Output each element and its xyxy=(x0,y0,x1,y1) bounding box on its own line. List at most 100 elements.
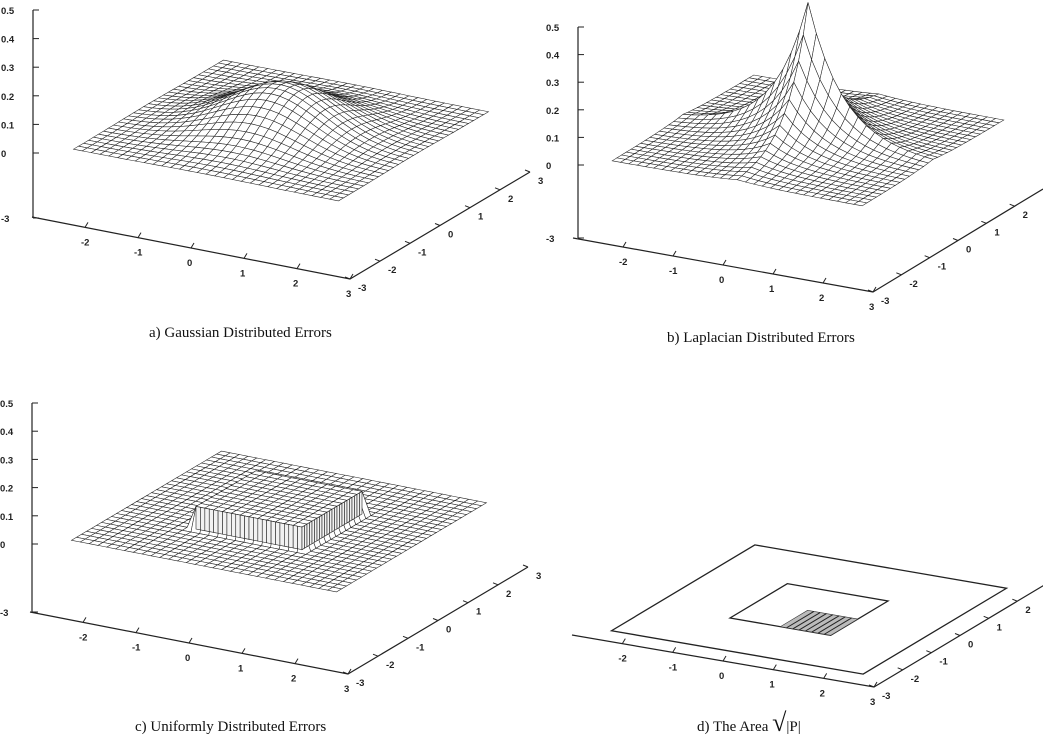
plateau-side-c xyxy=(356,492,360,518)
y-tick-d-5 xyxy=(1012,598,1018,602)
plateau-side-c xyxy=(331,507,335,533)
plateau-side-c xyxy=(326,510,330,536)
y-tick-label-d-4: 1 xyxy=(997,622,1003,633)
y-tick-label-c-3: 0 xyxy=(446,625,451,636)
floor-frame-c xyxy=(29,566,529,675)
plateau-wall-c xyxy=(257,518,263,543)
plateau-wall-c xyxy=(253,517,259,542)
x-tick-label-a-2: 0 xyxy=(187,258,192,269)
z-tick-label-b-0: 0.5 xyxy=(546,23,560,34)
z-tick-label-b-2: 0.3 xyxy=(546,78,559,89)
plateau-side-c xyxy=(309,520,313,546)
x-tick-label-a-1: -1 xyxy=(134,248,143,259)
plateau-side-c xyxy=(316,516,320,542)
x-tick-c-4 xyxy=(294,658,299,664)
y-tick-d-3 xyxy=(954,633,961,636)
y-tick-label-d-0: -3 xyxy=(882,691,890,702)
y-tick-label-b-4: 1 xyxy=(994,227,1000,238)
z-tick-label-a-2: 0.3 xyxy=(1,63,14,74)
plateau-side-c xyxy=(339,502,343,528)
plateau-wall-c xyxy=(222,511,228,536)
y-tick-d-2 xyxy=(926,650,932,654)
plateau-side-c xyxy=(359,490,363,517)
plateau-side-c xyxy=(321,513,325,539)
x-tick-b-1 xyxy=(672,250,677,257)
z-tick-label-c-5: 0 xyxy=(0,540,5,551)
y-tick-d-4 xyxy=(983,615,989,619)
y-tick-label-c-0: -3 xyxy=(356,678,364,689)
z-tick-label-b-4: 0.1 xyxy=(546,133,560,144)
y-tick-label-a-4: 1 xyxy=(478,212,484,223)
x-tick-label-b-3: 1 xyxy=(769,284,775,295)
x-tick-b-0 xyxy=(622,241,627,248)
y-tick-d-1 xyxy=(897,667,903,671)
x-tick-label-b-2: 0 xyxy=(719,275,724,286)
plateau-side-c xyxy=(349,496,353,522)
caption-d: d) The Area √|P| xyxy=(697,708,801,737)
x-tick-label-c-3: 1 xyxy=(238,663,244,674)
y-tick-label-d-5: 2 xyxy=(1025,605,1030,616)
floor-frame-b xyxy=(572,188,1043,293)
y-tick-a-2 xyxy=(404,240,411,244)
plateau-side-c xyxy=(336,504,340,530)
x-tick-d-4 xyxy=(823,673,828,679)
plateau-wall-c xyxy=(275,521,281,546)
x-tick-a-3 xyxy=(243,253,248,259)
plateau-wall-c xyxy=(231,512,237,538)
x-tick-label-d-3: 1 xyxy=(769,680,775,691)
x-tick-label-b-0: -2 xyxy=(619,257,627,268)
plateau-side-c xyxy=(346,498,350,524)
plateau-wall-c xyxy=(235,513,241,538)
y-tick-label-a-1: -2 xyxy=(388,265,396,276)
y-tick-a-0 xyxy=(344,276,351,280)
x-tick-a-1 xyxy=(137,232,142,238)
y-tick-a-5 xyxy=(494,187,501,191)
plateau-wall-c xyxy=(292,525,298,550)
y-tick-label-b-3: 0 xyxy=(966,245,971,256)
plateau-wall-c xyxy=(270,520,276,545)
area-region-plot: -2 -1 0 1 2 3 -3 -2 -1 0 1 2 xyxy=(571,544,1043,708)
plateau-wall-c xyxy=(217,510,223,535)
y-tick-c-3 xyxy=(432,618,439,621)
x-tick-label-d-5: 3 xyxy=(870,697,875,708)
x-tick-label-a-3: 1 xyxy=(240,268,246,279)
mesh-cell-a xyxy=(328,195,345,202)
y-tick-label-a-6: 3 xyxy=(538,176,543,187)
y-tick-label-a-2: -1 xyxy=(418,247,427,258)
gaussian-surface-plot: -2 -1 0 1 2 3 -3 -2 -1 0 1 2 3 0.5 0.4 0.3 0.2 0.1 0 -3 xyxy=(1,6,543,300)
y-tick-label-b-2: -1 xyxy=(938,262,947,273)
plateau-side-c xyxy=(306,522,310,548)
z-tick-label-b-5: 0 xyxy=(546,161,551,172)
x-tick-a-0 xyxy=(84,222,89,228)
plateau-side-c xyxy=(329,508,333,534)
z-tick-label-c-6: -3 xyxy=(0,608,8,619)
y-tick-label-b-5: 2 xyxy=(1023,210,1028,221)
z-tick-label-a-5: 0 xyxy=(1,149,6,160)
plateau-wall-c xyxy=(248,516,254,541)
y-tick-b-5 xyxy=(1009,203,1015,207)
z-tick-label-c-3: 0.2 xyxy=(0,484,13,495)
x-tick-label-c-0: -2 xyxy=(79,632,87,643)
x-tick-label-b-5: 3 xyxy=(869,302,874,313)
y-tick-label-c-1: -2 xyxy=(386,660,394,671)
plateau-wall-c xyxy=(284,523,290,548)
y-tick-label-a-0: -3 xyxy=(358,283,366,294)
plateau-wall-c xyxy=(213,509,219,534)
x-tick-label-c-2: 0 xyxy=(185,653,190,664)
y-tick-label-d-1: -2 xyxy=(911,674,919,685)
y-tick-label-c-2: -1 xyxy=(416,642,425,653)
plateau-wall-c xyxy=(266,519,272,545)
y-tick-label-b-0: -3 xyxy=(881,296,889,307)
y-tick-b-3 xyxy=(952,238,959,241)
x-tick-d-2 xyxy=(722,655,727,662)
x-tick-label-a-4: 2 xyxy=(293,279,298,290)
x-tick-a-2 xyxy=(190,242,195,249)
x-tick-label-a-0: -2 xyxy=(81,237,89,248)
plateau-wall-c xyxy=(288,524,294,549)
y-tick-c-1 xyxy=(372,653,379,657)
plateau-side-c xyxy=(319,514,323,540)
y-tick-b-1 xyxy=(896,272,902,276)
caption-d-prefix: d) The Area xyxy=(697,719,772,735)
laplacian-surface-plot: -2 -1 0 1 2 3 -3 -2 -1 0 1 2 0.5 0.4 0.3 0.2 0.1 0 -3 xyxy=(546,2,1043,313)
x-tick-label-d-2: 0 xyxy=(719,671,724,682)
